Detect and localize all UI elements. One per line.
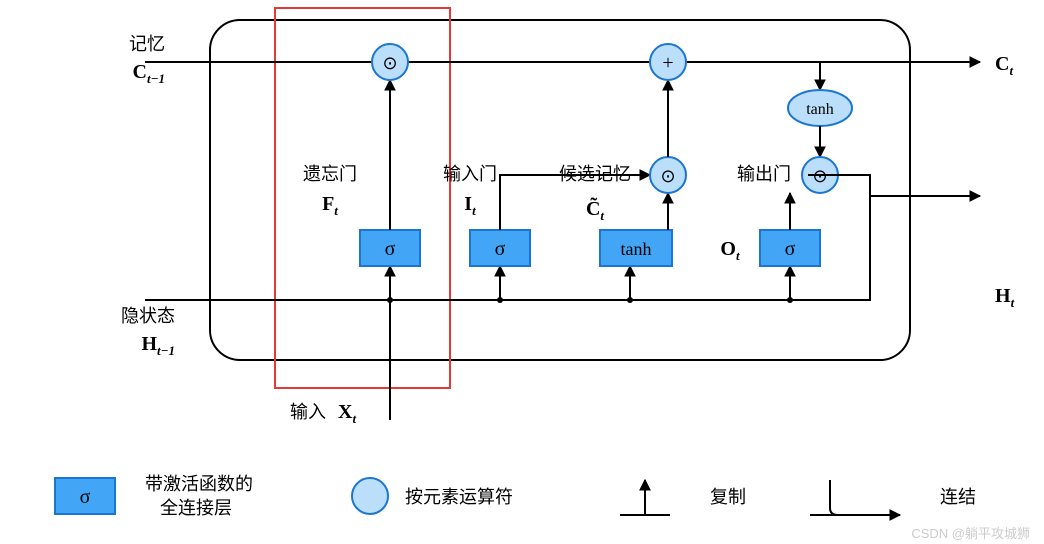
plus-sym: + [662, 52, 673, 74]
lstm-diagram: σ ⊙ σ tanh ⊙ + σ tanh ⊙ 记忆 Ct−1 隐状态 Ht−1… [0, 0, 1044, 544]
legend-elem: 按元素运算符 [405, 487, 513, 507]
legend-circle [352, 478, 388, 514]
junction-1 [387, 297, 393, 303]
legend-copy: 复制 [710, 487, 746, 507]
legend-concat: 连结 [940, 487, 976, 507]
inputgate-cn: 输入门 [443, 164, 497, 184]
output-cn: 输出门 [737, 164, 791, 184]
forget-odot-sym: ⊙ [382, 53, 397, 73]
hidden-sym: Ht−1 [141, 333, 175, 358]
inputgate-sym: It [464, 193, 476, 218]
forget-sigma-label: σ [385, 238, 396, 260]
memory-cn: 记忆 [129, 34, 165, 54]
cell-container [210, 20, 910, 360]
forget-gate-highlight [275, 8, 450, 388]
output-sym: Ot [720, 238, 740, 263]
junction-3 [627, 297, 633, 303]
hidden-cn: 隐状态 [121, 306, 175, 326]
input-sym: Xt [338, 401, 356, 426]
forget-sym: Ft [322, 193, 338, 218]
junction-4 [787, 297, 793, 303]
c-out: Ct [995, 53, 1013, 78]
legend-concat-icon [830, 480, 900, 515]
legend-fc-l2: 全连接层 [160, 498, 232, 518]
hidden-line [145, 196, 980, 300]
watermark: CSDN @躺平攻城狮 [911, 526, 1030, 541]
cand-odot-sym: ⊙ [660, 166, 675, 186]
legend-sigma: σ [80, 486, 91, 508]
outodot-to-h [838, 175, 870, 196]
cand-tanh-label: tanh [621, 239, 652, 259]
memory-sym: Ct−1 [133, 61, 165, 86]
output-sigma-label: σ [785, 238, 796, 260]
cand-sym: C̃t [586, 197, 604, 223]
input-cn: 输入 [290, 402, 326, 422]
cand-cn: 候选记忆 [559, 164, 631, 184]
h-out: Ht [995, 285, 1015, 310]
forget-cn: 遗忘门 [303, 164, 357, 184]
junction-2 [497, 297, 503, 303]
input-sigma-label: σ [495, 238, 506, 260]
legend-fc-l1: 带激活函数的 [145, 474, 253, 494]
tanh-ellipse-label: tanh [806, 101, 834, 118]
